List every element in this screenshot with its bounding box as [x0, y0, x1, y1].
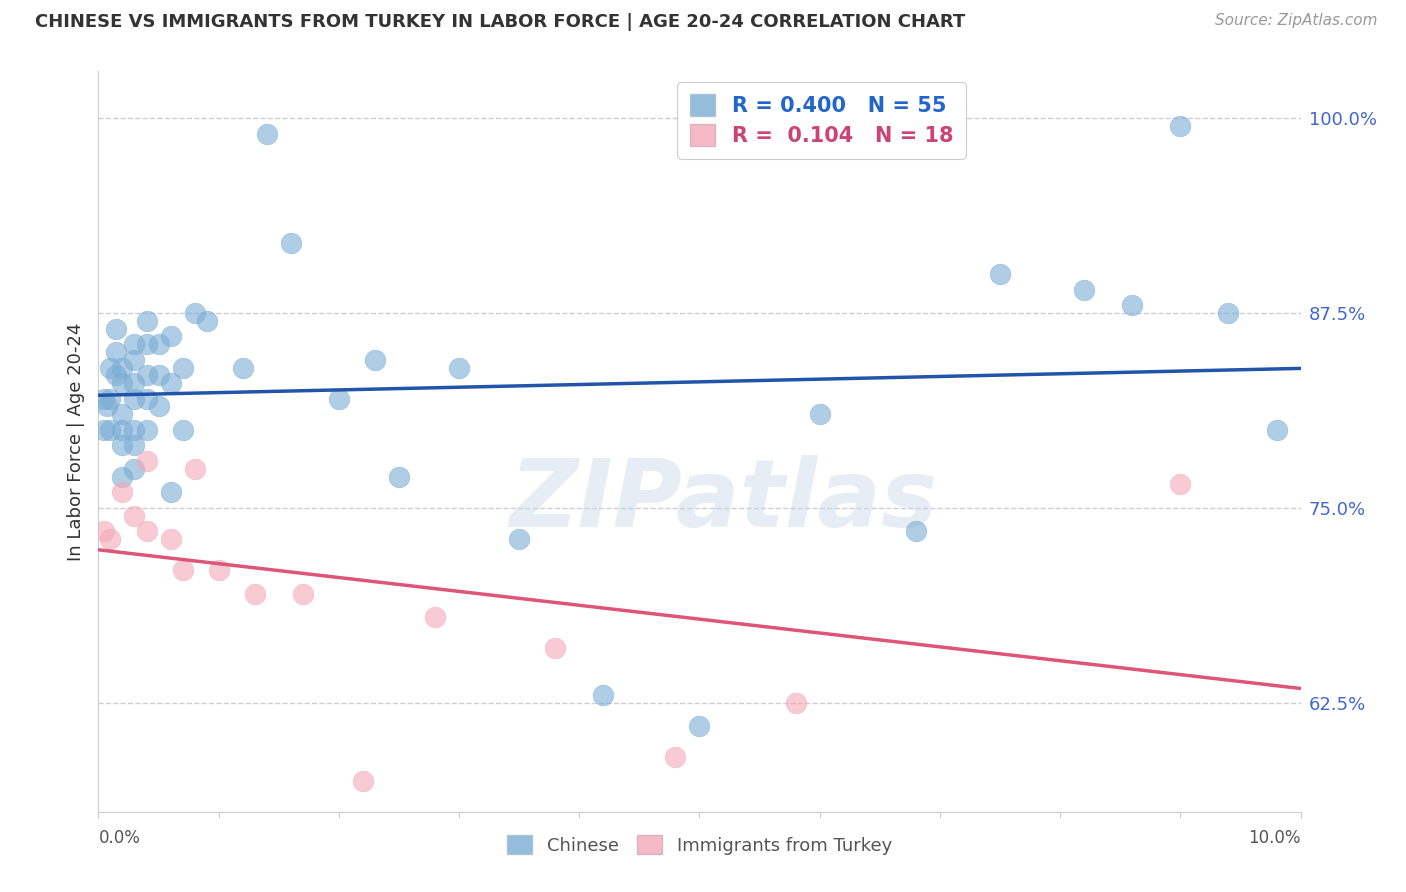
Immigrants from Turkey — [208, 563, 231, 577]
Chinese — [124, 392, 146, 406]
Chinese — [100, 360, 122, 375]
Chinese — [232, 360, 254, 375]
Chinese — [111, 407, 134, 421]
Chinese — [1073, 283, 1095, 297]
Chinese — [328, 392, 350, 406]
Legend: Chinese, Immigrants from Turkey: Chinese, Immigrants from Turkey — [496, 824, 903, 865]
Chinese — [135, 392, 157, 406]
Chinese — [100, 392, 122, 406]
Immigrants from Turkey — [100, 532, 122, 546]
Chinese — [508, 532, 530, 546]
Chinese — [124, 352, 146, 367]
Chinese — [592, 688, 614, 702]
Chinese — [105, 321, 128, 335]
Immigrants from Turkey — [159, 532, 181, 546]
Chinese — [904, 524, 927, 538]
Chinese — [172, 360, 194, 375]
Chinese — [111, 360, 134, 375]
Chinese — [988, 267, 1011, 281]
Immigrants from Turkey — [135, 454, 157, 468]
Immigrants from Turkey — [243, 586, 266, 600]
Chinese — [1265, 423, 1288, 437]
Chinese — [105, 368, 128, 383]
Chinese — [124, 438, 146, 452]
Chinese — [111, 438, 134, 452]
Chinese — [388, 469, 411, 483]
Chinese — [111, 376, 134, 390]
Chinese — [124, 423, 146, 437]
Immigrants from Turkey — [664, 750, 686, 764]
Immigrants from Turkey — [93, 524, 115, 538]
Text: Source: ZipAtlas.com: Source: ZipAtlas.com — [1215, 13, 1378, 29]
Chinese — [111, 423, 134, 437]
Chinese — [256, 127, 278, 141]
Chinese — [124, 376, 146, 390]
Immigrants from Turkey — [352, 773, 374, 788]
Chinese — [135, 423, 157, 437]
Chinese — [808, 407, 831, 421]
Immigrants from Turkey — [785, 696, 807, 710]
Chinese — [172, 423, 194, 437]
Chinese — [159, 485, 181, 500]
Chinese — [1121, 298, 1143, 312]
Chinese — [1218, 306, 1240, 320]
Text: 0.0%: 0.0% — [98, 829, 141, 847]
Immigrants from Turkey — [111, 485, 134, 500]
Chinese — [280, 235, 302, 250]
Chinese — [148, 337, 170, 351]
Chinese — [183, 306, 205, 320]
Chinese — [100, 423, 122, 437]
Chinese — [195, 314, 218, 328]
Text: 10.0%: 10.0% — [1249, 829, 1301, 847]
Immigrants from Turkey — [183, 462, 205, 476]
Text: CHINESE VS IMMIGRANTS FROM TURKEY IN LABOR FORCE | AGE 20-24 CORRELATION CHART: CHINESE VS IMMIGRANTS FROM TURKEY IN LAB… — [35, 13, 966, 31]
Immigrants from Turkey — [124, 508, 146, 523]
Chinese — [159, 376, 181, 390]
Immigrants from Turkey — [135, 524, 157, 538]
Chinese — [135, 368, 157, 383]
Y-axis label: In Labor Force | Age 20-24: In Labor Force | Age 20-24 — [66, 322, 84, 561]
Chinese — [124, 337, 146, 351]
Immigrants from Turkey — [544, 641, 567, 656]
Chinese — [135, 337, 157, 351]
Chinese — [96, 400, 118, 414]
Chinese — [105, 345, 128, 359]
Chinese — [148, 400, 170, 414]
Chinese — [1170, 119, 1192, 133]
Immigrants from Turkey — [423, 610, 446, 624]
Immigrants from Turkey — [1170, 477, 1192, 491]
Chinese — [689, 719, 711, 733]
Immigrants from Turkey — [291, 586, 314, 600]
Chinese — [135, 314, 157, 328]
Chinese — [148, 368, 170, 383]
Chinese — [447, 360, 470, 375]
Chinese — [364, 352, 387, 367]
Chinese — [111, 469, 134, 483]
Chinese — [124, 462, 146, 476]
Text: ZIPatlas: ZIPatlas — [509, 455, 938, 547]
Chinese — [93, 423, 115, 437]
Immigrants from Turkey — [172, 563, 194, 577]
Chinese — [159, 329, 181, 343]
Chinese — [93, 392, 115, 406]
